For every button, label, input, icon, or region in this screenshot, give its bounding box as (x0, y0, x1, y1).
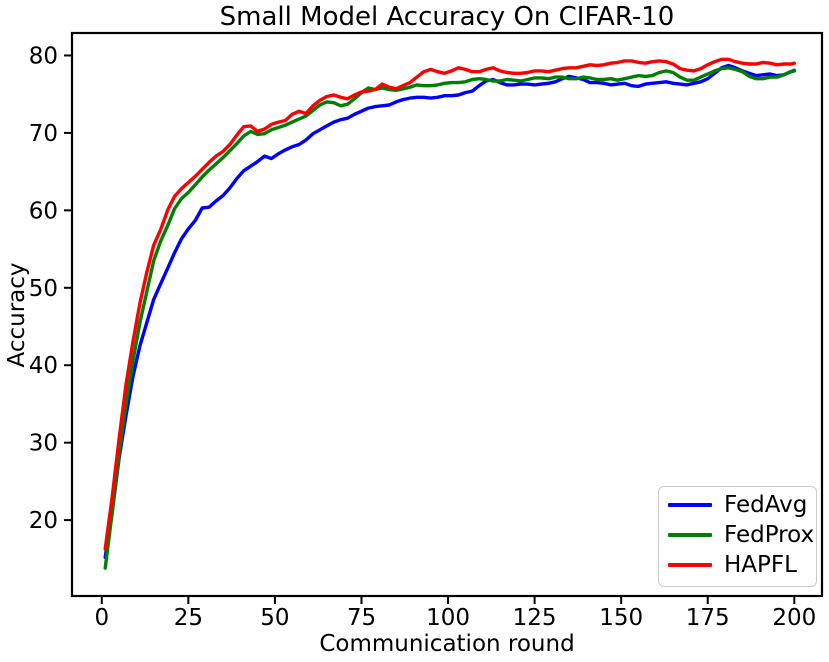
y-tick-label: 50 (29, 276, 58, 302)
fedprox-line-swatch (668, 533, 712, 537)
series-line-fedprox (103, 66, 796, 570)
legend-item-fedprox: FedProx (668, 520, 816, 550)
hapfl-line-swatch (668, 563, 712, 567)
legend-label: FedAvg (724, 492, 808, 518)
y-tick-label: 20 (29, 508, 58, 534)
x-tick-label: 100 (426, 605, 470, 631)
legend-item-hapfl: HAPFL (668, 550, 816, 580)
y-tick-label: 30 (29, 431, 58, 457)
series-line-fedavg (103, 63, 796, 559)
series-line-hapfl (103, 57, 796, 551)
x-tick-label: 75 (347, 605, 376, 631)
x-tick-label: 125 (513, 605, 557, 631)
legend-label: HAPFL (724, 552, 797, 578)
x-axis-label: Communication round (319, 631, 575, 657)
x-tick-label: 25 (174, 605, 203, 631)
chart-title: Small Model Accuracy On CIFAR-10 (219, 2, 675, 32)
y-tick-label: 60 (29, 198, 58, 224)
fedavg-line-swatch (668, 503, 712, 507)
y-tick-label: 70 (29, 121, 58, 147)
x-tick-label: 175 (686, 605, 730, 631)
x-tick-label: 0 (94, 605, 109, 631)
legend-label: FedProx (724, 522, 815, 548)
y-tick-label: 40 (29, 353, 58, 379)
x-tick-label: 50 (260, 605, 289, 631)
y-tick-label: 80 (29, 43, 58, 69)
x-tick-label: 150 (599, 605, 643, 631)
plot-frame (70, 31, 824, 598)
y-axis-label: Accuracy (4, 262, 30, 368)
legend: FedAvg FedProx HAPFL (658, 486, 817, 587)
legend-item-fedavg: FedAvg (668, 490, 816, 520)
x-tick-label: 200 (772, 605, 816, 631)
